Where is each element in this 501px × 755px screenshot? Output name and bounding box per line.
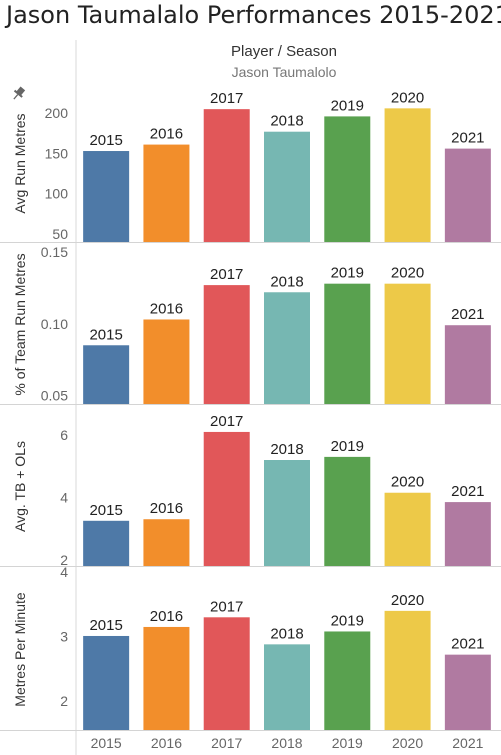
data-label: 2021 xyxy=(451,483,484,500)
bar xyxy=(384,283,431,404)
pin-icon-needle xyxy=(13,94,19,100)
x-axis: 2015 2016 2017 2018 2019 2020 2021 xyxy=(91,735,484,751)
data-label: 2016 xyxy=(150,608,183,625)
data-label: 2015 xyxy=(89,502,122,519)
bar xyxy=(444,654,491,730)
y-tick-label: 50 xyxy=(52,226,68,242)
y-tick-label: 0.10 xyxy=(41,316,68,332)
data-label: 2017 xyxy=(210,413,243,430)
bar xyxy=(83,635,130,730)
y-tick-label: 150 xyxy=(45,145,69,161)
bar xyxy=(203,109,250,243)
bar xyxy=(444,325,491,404)
y-tick-label: 100 xyxy=(45,186,69,202)
y-axis-label: Metres Per Minute xyxy=(12,592,28,707)
x-tick-label: 2018 xyxy=(271,735,302,751)
bar xyxy=(384,610,431,730)
bar xyxy=(384,492,431,566)
bar xyxy=(324,456,371,566)
header-group-label: Player / Season xyxy=(231,43,337,60)
y-tick-label: 2 xyxy=(60,552,68,568)
data-label: 2017 xyxy=(210,90,243,107)
data-label: 2020 xyxy=(391,592,424,609)
y-tick-label: 0.05 xyxy=(41,387,68,403)
data-label: 2016 xyxy=(150,300,183,317)
panels: 50 100 150 200 Avg Run Metres 2015 2016 2017 201… xyxy=(12,86,491,730)
bar xyxy=(264,292,310,404)
bar xyxy=(83,345,130,404)
panel-1: 50 100 150 200 Avg Run Metres 2015 2016 2017 201… xyxy=(12,86,491,243)
y-axis-label: Avg. TB + OLs xyxy=(12,441,28,532)
bar xyxy=(324,116,371,242)
y-tick-label: 6 xyxy=(60,427,68,443)
y-tick-label: 2 xyxy=(60,693,68,709)
bar xyxy=(264,644,310,730)
bar xyxy=(143,519,190,566)
data-label: 2015 xyxy=(89,326,122,343)
data-label: 2021 xyxy=(451,636,484,653)
data-label: 2018 xyxy=(270,113,303,130)
bar xyxy=(384,108,431,242)
data-label: 2018 xyxy=(270,273,303,290)
data-label: 2015 xyxy=(89,132,122,149)
data-label: 2016 xyxy=(150,126,183,143)
data-label: 2015 xyxy=(89,617,122,634)
data-label: 2020 xyxy=(391,474,424,491)
x-tick-label: 2020 xyxy=(392,735,423,751)
x-tick-label: 2019 xyxy=(332,735,363,751)
y-tick-label: 4 xyxy=(60,489,68,505)
chart-frame xyxy=(0,40,501,755)
x-tick-label: 2017 xyxy=(211,735,242,751)
pin-icon-base xyxy=(13,89,23,98)
bar xyxy=(203,617,250,730)
bar xyxy=(203,431,250,566)
y-axis-label: Avg Run Metres xyxy=(12,113,28,213)
data-label: 2020 xyxy=(391,89,424,106)
chart-title: Jason Taumalalo Performances 2015-2021 xyxy=(6,1,501,29)
y-tick-label: 3 xyxy=(60,629,68,645)
y-tick-label: 4 xyxy=(60,564,68,580)
bar xyxy=(143,626,190,730)
data-label: 2018 xyxy=(270,441,303,458)
y-tick-label: 0.15 xyxy=(41,244,68,260)
data-label: 2021 xyxy=(451,306,484,323)
bar xyxy=(324,631,371,730)
bar xyxy=(264,131,310,242)
x-tick-label: 2021 xyxy=(452,735,483,751)
data-label: 2017 xyxy=(210,266,243,283)
bar xyxy=(83,151,130,242)
panel-2: 0.05 0.10 0.15 % of Team Run Metres 2015 2016… xyxy=(12,244,491,404)
data-label: 2018 xyxy=(270,625,303,642)
bar xyxy=(444,148,491,242)
data-label: 2021 xyxy=(451,130,484,147)
data-label: 2016 xyxy=(150,500,183,517)
data-label: 2019 xyxy=(331,612,364,629)
bar xyxy=(83,520,130,566)
bar xyxy=(143,144,190,242)
data-label: 2017 xyxy=(210,598,243,615)
bar xyxy=(324,283,371,404)
panel-3: 2 4 6 Avg. TB + OLs 2015 2016 2017 2018 2019 2020… xyxy=(12,413,491,568)
data-label: 2019 xyxy=(331,265,364,282)
header-player-name: Jason Taumalolo xyxy=(232,64,337,80)
y-axis-label: % of Team Run Metres xyxy=(12,253,28,395)
y-tick-label: 200 xyxy=(45,105,69,121)
bar xyxy=(264,460,310,566)
bar xyxy=(444,502,491,566)
data-label: 2020 xyxy=(391,265,424,282)
x-tick-label: 2016 xyxy=(151,735,182,751)
data-label: 2019 xyxy=(331,97,364,114)
data-label: 2019 xyxy=(331,438,364,455)
panel-4: 2 3 4 Metres Per Minute 2015 2016 2017 2018 2019… xyxy=(12,564,491,730)
bar xyxy=(143,319,190,404)
bar xyxy=(203,285,250,404)
x-tick-label: 2015 xyxy=(91,735,122,751)
pin-icon xyxy=(13,86,26,100)
